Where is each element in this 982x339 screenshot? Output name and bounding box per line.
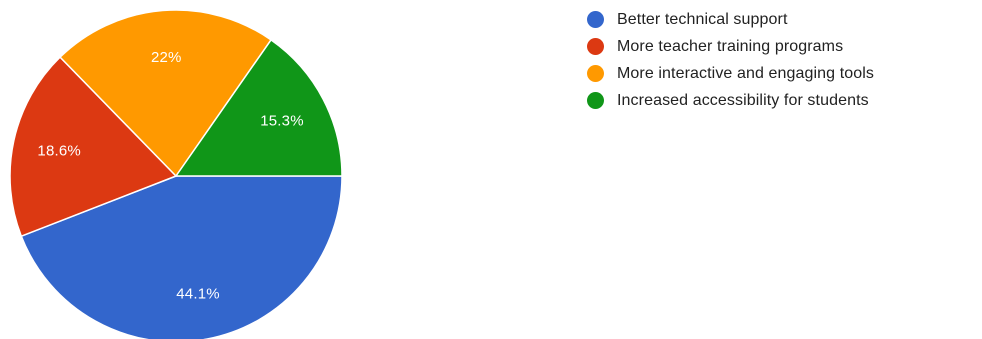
legend-label: Increased accessibility for students — [617, 91, 869, 109]
pie-slice-1[interactable] — [20, 175, 343, 339]
pie-slice-label-4: 15.3% — [260, 113, 304, 130]
legend-swatch-icon — [587, 65, 604, 82]
pie-slice-4[interactable] — [174, 38, 343, 177]
legend-label: More interactive and engaging tools — [617, 64, 874, 82]
pie-slice-3[interactable] — [59, 9, 273, 178]
legend: Better technical support More teacher tra… — [587, 6, 874, 114]
legend-item-3[interactable]: More interactive and engaging tools — [587, 60, 874, 87]
legend-label: Better technical support — [617, 10, 788, 28]
pie-slice-label-1: 44.1% — [176, 285, 220, 302]
legend-item-1[interactable]: Better technical support — [587, 6, 874, 33]
pie-slice-label-2: 18.6% — [37, 143, 81, 160]
legend-item-2[interactable]: More teacher training programs — [587, 33, 874, 60]
legend-swatch-icon — [587, 11, 604, 28]
pie-slice-2[interactable] — [9, 56, 178, 238]
legend-swatch-icon — [587, 38, 604, 55]
pie-slice-label-3: 22% — [151, 49, 182, 66]
legend-label: More teacher training programs — [617, 37, 844, 55]
pie-plot-area: 44.1% 18.6% 22% 15.3% — [9, 9, 343, 339]
legend-item-4[interactable]: Increased accessibility for students — [587, 87, 874, 114]
legend-swatch-icon — [587, 92, 604, 109]
